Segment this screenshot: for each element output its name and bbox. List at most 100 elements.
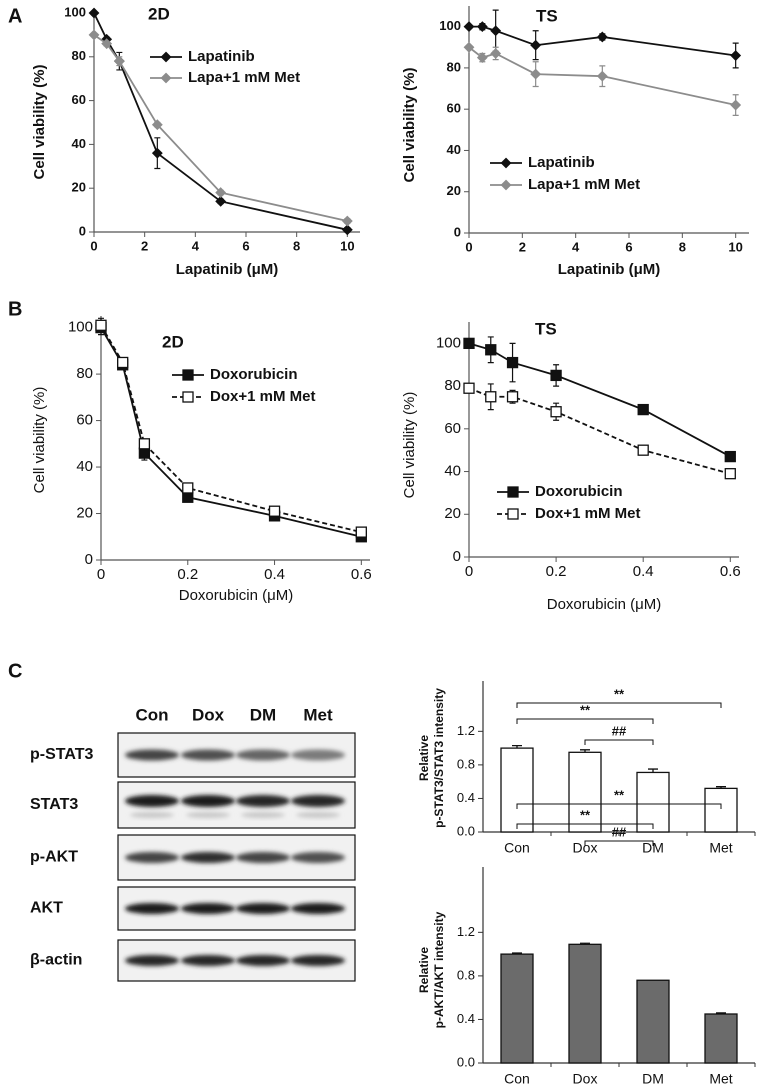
marker — [730, 50, 742, 61]
y-axis-label: Cell viability (%) — [401, 392, 418, 499]
x-axis-label: Doxorubicin (μM) — [179, 587, 294, 604]
blot-band — [241, 812, 285, 818]
y-tick-label: 60 — [76, 412, 93, 429]
marker — [637, 403, 649, 416]
chart-title: TS — [535, 319, 557, 338]
x-tick-label: 4 — [192, 238, 200, 253]
y-tick-label: 0.0 — [457, 1054, 475, 1069]
x-tick-label: Dox — [573, 840, 598, 856]
blot-row-label: p-STAT3 — [30, 746, 94, 763]
legend-label: Lapatinib — [528, 154, 595, 171]
y-tick-label: 80 — [447, 59, 461, 74]
y-axis-label: Cell viability (%) — [401, 67, 418, 182]
y-axis-label: p-AKT/AKT intensity — [432, 911, 446, 1028]
bar — [500, 953, 534, 1064]
blot-band — [181, 749, 235, 761]
chart-title: 2D — [148, 4, 170, 23]
blot-band — [125, 749, 179, 761]
marker — [341, 224, 353, 236]
marker — [724, 468, 736, 480]
x-tick-label: 10 — [728, 239, 742, 254]
legend-label: Doxorubicin — [535, 483, 623, 500]
x-tick-label: Con — [504, 1071, 530, 1087]
marker — [463, 21, 475, 33]
x-axis-label: Lapatinib (μM) — [558, 261, 661, 278]
series-line — [100, 324, 362, 533]
blot-band — [181, 795, 235, 807]
marker — [182, 482, 194, 494]
bar — [636, 979, 670, 1064]
blot-band — [181, 955, 235, 966]
y-tick-label: 0.8 — [457, 756, 475, 771]
x-tick-label: 6 — [625, 239, 632, 254]
y-tick-label: 100 — [64, 4, 86, 19]
blot-band — [236, 795, 290, 807]
marker — [530, 39, 542, 51]
bar — [704, 1013, 738, 1064]
y-tick-label: 0.4 — [457, 790, 475, 805]
blot-row-label: AKT — [30, 900, 63, 917]
x-tick-label: 0 — [97, 566, 105, 583]
marker — [151, 147, 163, 159]
lane-label: Met — [303, 705, 333, 724]
y-axis-label: Cell viability (%) — [31, 387, 48, 494]
legend-marker — [500, 179, 512, 191]
y-tick-label: 20 — [444, 505, 461, 522]
marker — [550, 406, 562, 418]
legend-marker — [182, 391, 194, 403]
bar — [568, 943, 602, 1064]
blot-band — [125, 852, 179, 863]
x-tick-label: 0.6 — [720, 563, 741, 580]
x-tick-label: 6 — [242, 238, 249, 253]
y-tick-label: 0.8 — [457, 967, 475, 982]
blot-band — [291, 903, 345, 914]
y-axis-label: p-STAT3/STAT3 intensity — [432, 688, 446, 828]
lane-label: DM — [250, 705, 276, 724]
x-tick-label: 0 — [465, 563, 473, 580]
blot-band — [181, 852, 235, 863]
significance-bracket — [584, 739, 654, 745]
y-tick-label: 80 — [76, 365, 93, 382]
marker — [215, 187, 227, 198]
x-tick-label: 8 — [679, 239, 686, 254]
legend-marker — [507, 486, 519, 498]
y-tick-label: 20 — [76, 504, 93, 521]
y-tick-label: 0.4 — [457, 1011, 475, 1026]
y-axis-label: Relative — [417, 735, 431, 781]
bar — [568, 751, 602, 833]
marker — [95, 319, 107, 331]
x-tick-label: 0 — [90, 238, 97, 253]
marker — [463, 41, 475, 53]
x-tick-label: 0.2 — [546, 563, 567, 580]
y-tick-label: 80 — [444, 377, 461, 394]
y-tick-label: 60 — [444, 420, 461, 437]
significance-label: ** — [580, 807, 591, 822]
y-tick-label: 0 — [454, 224, 461, 239]
blot-band — [291, 955, 345, 966]
y-tick-label: 60 — [72, 92, 86, 107]
x-tick-label: Met — [709, 1071, 732, 1087]
legend-marker — [182, 369, 194, 381]
marker — [506, 391, 519, 403]
y-tick-label: 20 — [72, 180, 86, 195]
y-tick-label: 40 — [72, 136, 86, 151]
series-line — [100, 327, 362, 538]
y-tick-label: 0.0 — [457, 823, 475, 838]
blot-band — [236, 903, 290, 914]
marker — [138, 438, 151, 450]
legend-label: Lapatinib — [188, 48, 255, 65]
x-tick-label: 0.4 — [264, 566, 285, 583]
x-tick-label: 2 — [519, 239, 526, 254]
chart-title: TS — [536, 6, 558, 25]
y-tick-label: 100 — [436, 334, 461, 351]
blot-band — [125, 795, 179, 807]
marker — [724, 450, 736, 463]
legend-label: Lapa+1 mM Met — [188, 69, 300, 86]
blot-row-label: STAT3 — [30, 796, 78, 813]
y-axis-label: Cell viability (%) — [31, 64, 48, 179]
y-tick-label: 0 — [453, 548, 461, 565]
marker — [88, 29, 100, 41]
y-axis-label: Relative — [417, 947, 431, 993]
significance-bracket — [584, 840, 654, 846]
y-tick-label: 100 — [439, 18, 461, 33]
